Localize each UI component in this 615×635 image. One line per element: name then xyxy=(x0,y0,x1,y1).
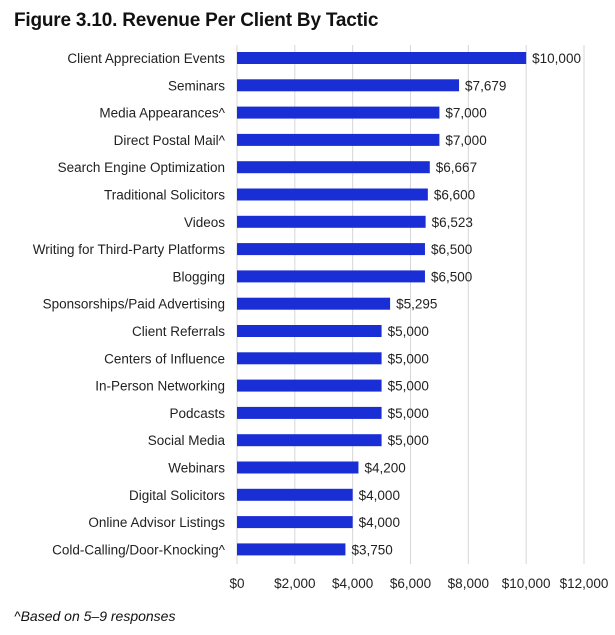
value-label: $5,000 xyxy=(388,406,429,421)
bar xyxy=(237,543,346,556)
category-label: In-Person Networking xyxy=(95,379,225,394)
chart-title: Figure 3.10. Revenue Per Client By Tacti… xyxy=(14,10,379,31)
x-tick-label: $2,000 xyxy=(274,576,315,591)
bar xyxy=(237,406,382,419)
value-label: $5,000 xyxy=(388,324,429,339)
bar xyxy=(237,79,460,92)
value-label: $6,667 xyxy=(436,160,477,175)
value-label: $3,750 xyxy=(351,542,392,557)
category-label: Online Advisor Listings xyxy=(88,515,225,530)
value-label: $5,000 xyxy=(388,351,429,366)
value-label: $4,000 xyxy=(359,515,400,530)
value-label: $7,679 xyxy=(465,78,506,93)
category-label: Sponsorships/Paid Advertising xyxy=(43,297,225,312)
bar xyxy=(237,133,440,146)
bar xyxy=(237,379,382,392)
x-tick-label: $12,000 xyxy=(560,576,609,591)
bars xyxy=(237,52,527,556)
category-label: Writing for Third-Party Platforms xyxy=(33,242,226,257)
value-label: $5,000 xyxy=(388,379,429,394)
bar xyxy=(237,297,391,310)
bar-chart: Client Appreciation Events Seminars Media … xyxy=(33,45,608,591)
category-label: Blogging xyxy=(172,269,225,284)
value-label: $4,200 xyxy=(364,461,405,476)
value-labels: $10,000 $7,679 $7,000 $7,000 $6,667 $6,600 $6,… xyxy=(351,51,581,557)
category-label: Search Engine Optimization xyxy=(58,160,225,175)
footnote: ^Based on 5–9 responses xyxy=(14,608,176,624)
category-label: Seminars xyxy=(168,78,225,93)
bar xyxy=(237,188,428,201)
value-label: $5,295 xyxy=(396,297,437,312)
category-label: Social Media xyxy=(148,433,226,448)
bar xyxy=(237,243,425,256)
value-label: $4,000 xyxy=(359,488,400,503)
category-label: Cold-Calling/Door-Knocking^ xyxy=(52,542,226,557)
category-label: Centers of Influence xyxy=(104,351,225,366)
category-label: Webinars xyxy=(168,461,225,476)
bar xyxy=(237,488,353,501)
category-label: Videos xyxy=(184,215,225,230)
value-label: $6,500 xyxy=(431,269,472,284)
bar xyxy=(237,434,382,447)
bar xyxy=(237,352,382,365)
bar xyxy=(237,52,527,64)
category-label: Direct Postal Mail^ xyxy=(114,133,226,148)
value-label: $6,600 xyxy=(434,188,475,203)
category-label: Digital Solicitors xyxy=(129,488,225,503)
x-tick-label: $8,000 xyxy=(448,576,489,591)
x-tick-label: $4,000 xyxy=(332,576,373,591)
bar xyxy=(237,325,382,337)
bar xyxy=(237,215,426,228)
x-axis-ticks: $0 $2,000 $4,000 $6,000 $8,000 $10,000 $12,000 xyxy=(229,576,608,591)
value-label: $7,000 xyxy=(445,106,486,121)
bar xyxy=(237,106,440,119)
value-label: $7,000 xyxy=(445,133,486,148)
bar xyxy=(237,161,430,174)
category-label: Client Appreciation Events xyxy=(67,51,225,66)
category-label: Podcasts xyxy=(169,406,225,421)
value-label: $6,500 xyxy=(431,242,472,257)
x-tick-label: $10,000 xyxy=(502,576,551,591)
category-label: Client Referrals xyxy=(132,324,225,339)
bar xyxy=(237,461,359,474)
x-tick-label: $6,000 xyxy=(390,576,431,591)
bar xyxy=(237,270,425,283)
x-tick-label: $0 xyxy=(229,576,244,591)
category-labels: Client Appreciation Events Seminars Media … xyxy=(33,51,226,557)
bar xyxy=(237,516,353,529)
category-label: Traditional Solicitors xyxy=(104,188,225,203)
value-label: $6,523 xyxy=(432,215,473,230)
value-label: $10,000 xyxy=(532,51,581,66)
value-label: $5,000 xyxy=(388,433,429,448)
category-label: Media Appearances^ xyxy=(99,106,225,121)
